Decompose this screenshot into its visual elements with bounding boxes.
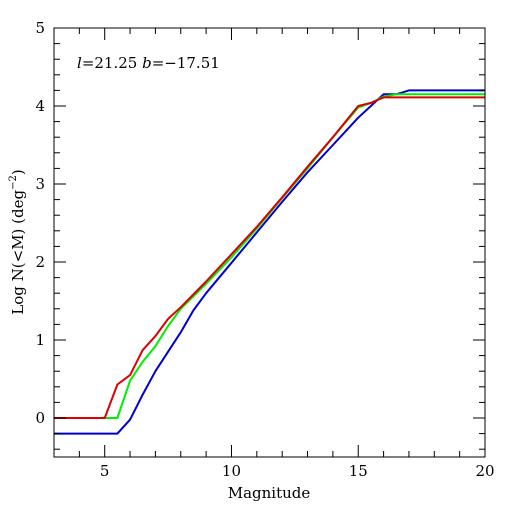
y-tick-label: 3 [35,175,45,193]
y-axis-title-sup: −2 [8,175,19,190]
x-tick-label: 10 [222,462,241,480]
annotation-b-value: =−17.51 [152,54,220,72]
x-tick-label: 15 [349,462,368,480]
annotation-b-symbol: b [142,54,152,72]
x-tick-label: 5 [100,462,110,480]
y-tick-label: 5 [35,19,45,37]
series-line-2 [54,93,485,419]
y-tick-label: 4 [35,97,45,115]
x-axis-title: Magnitude [228,484,311,502]
annotation-l-symbol: l [77,54,82,72]
y-axis-title-close: ) [9,169,27,175]
series-line-1 [54,89,485,435]
y-tick-label: 1 [35,331,45,349]
series-line-3 [54,96,485,419]
series-layer [53,89,486,435]
x-tick-label: 20 [475,462,494,480]
y-axis-title: Log N(<M) (deg−2) [8,169,27,314]
y-tick-label: 2 [35,253,45,271]
labels-layer: 5 10 15 20 0 1 2 3 4 5 [35,19,494,480]
ticks-layer [53,27,486,457]
annotation-text: l=21.25 b=−17.51 [77,54,220,72]
y-tick-label: 0 [35,409,45,427]
plot-frame [53,27,486,458]
y-axis-title-main: Log N(<M) (deg [9,190,27,315]
annotation-l-value: =21.25 [82,54,142,72]
